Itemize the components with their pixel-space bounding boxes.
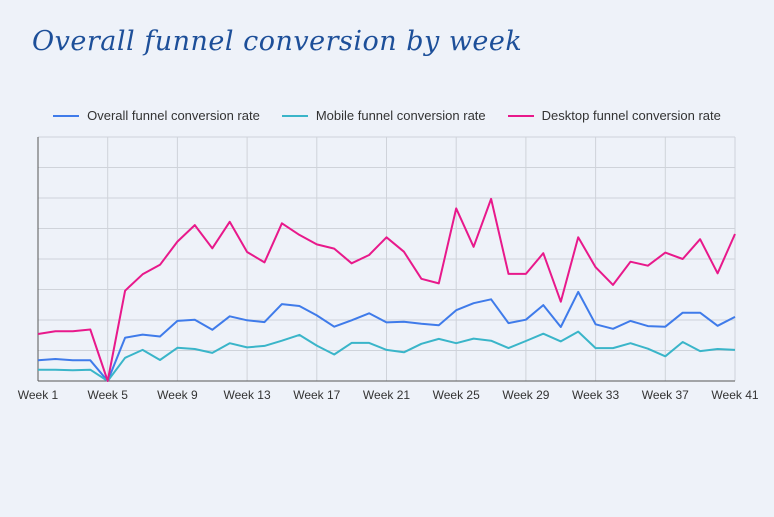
legend-swatch [53,114,80,117]
x-tick-label: Week 1 [18,388,59,402]
x-tick-label: Week 29 [502,388,549,402]
legend-item: Overall funnel conversion rate [53,108,260,123]
x-tick-label: Week 17 [293,388,340,402]
x-tick-label: Week 5 [87,388,128,402]
legend-swatch [281,114,308,117]
legend-label: Mobile funnel conversion rate [315,108,486,123]
x-tick-label: Week 33 [572,388,619,402]
x-tick-label: Week 41 [711,388,758,402]
legend-label: Desktop funnel conversion rate [541,108,721,123]
legend-label: Overall funnel conversion rate [87,108,260,123]
x-tick-label: Week 25 [433,388,480,402]
chart-title: Overall funnel conversion by week [32,26,523,57]
series-line-overall [37,290,736,382]
legend-swatch [507,114,534,117]
x-tick-label: Week 21 [363,388,410,402]
legend-item: Mobile funnel conversion rate [281,108,486,123]
x-tick-label: Week 13 [224,388,271,402]
series-line-desktop [37,197,736,382]
legend: Overall funnel conversion rate Mobile fun… [0,108,774,123]
x-tick-label: Week 9 [157,388,198,402]
x-tick-label: Week 37 [642,388,689,402]
legend-item: Desktop funnel conversion rate [507,108,721,123]
